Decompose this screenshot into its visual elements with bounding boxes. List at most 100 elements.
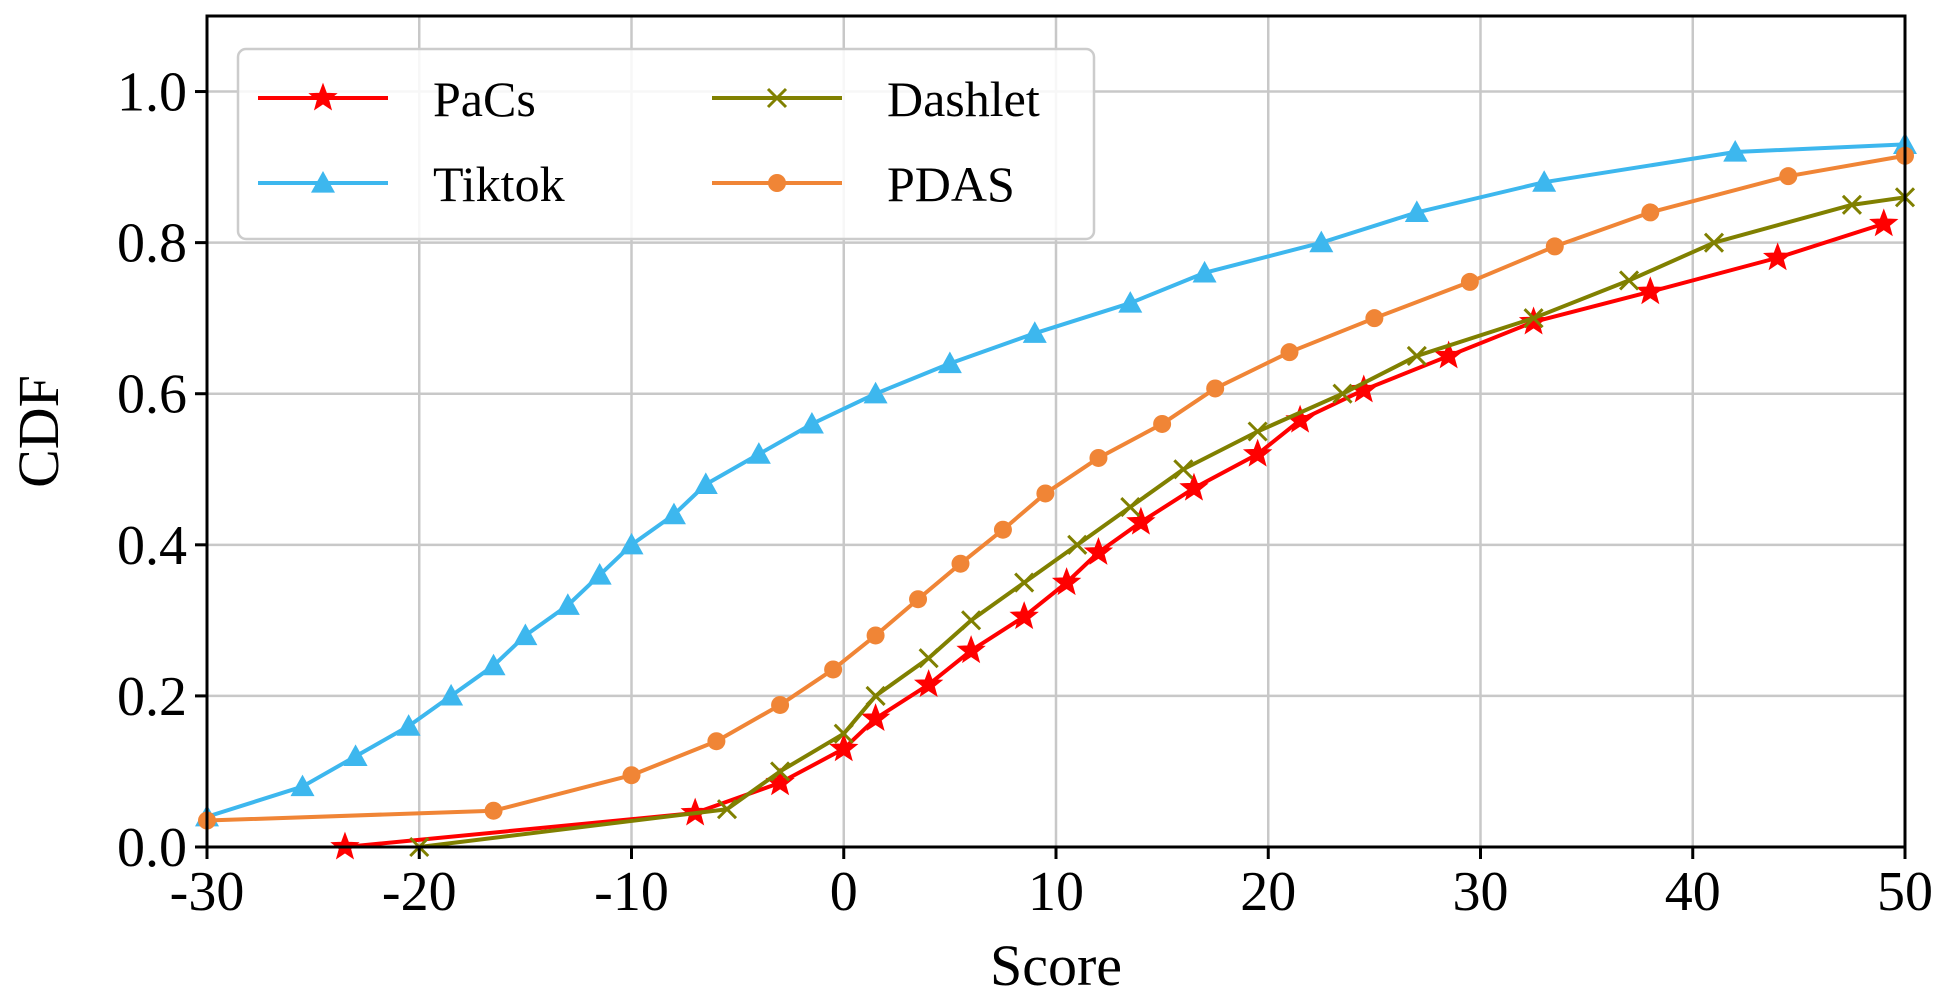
data-point-dashlet	[1014, 572, 1035, 593]
y-tick-label: 0.8	[117, 213, 187, 275]
legend-marker-tiktok	[311, 171, 335, 193]
data-point-pdas	[1779, 167, 1798, 186]
x-tick-label: 50	[1877, 861, 1933, 923]
data-point-tiktok	[290, 774, 315, 797]
legend-marker-pacs	[308, 82, 338, 111]
data-point-dashlet	[1332, 383, 1353, 404]
data-point-pdas	[1365, 309, 1384, 328]
series-line-dashlet	[419, 195, 1906, 849]
data-point-pacs	[1083, 536, 1114, 565]
data-point-pdas	[1545, 237, 1564, 256]
y-axis: 0.0 0.2 0.4 0.6 0.8 1.0	[117, 62, 207, 879]
data-point-dashlet	[1406, 345, 1427, 367]
data-point-tiktok	[1532, 170, 1557, 192]
series-tiktok	[195, 132, 1917, 827]
data-point-pacs	[1762, 242, 1793, 271]
data-point-pdas	[1089, 448, 1108, 467]
legend-marker-dashlet	[766, 87, 788, 109]
data-point-tiktok	[1723, 139, 1748, 162]
data-point-dashlet	[918, 648, 939, 669]
legend-entry-dashlet: Dashlet	[712, 71, 1040, 127]
data-point-dashlet	[770, 761, 791, 782]
data-point-pdas	[1153, 414, 1172, 433]
data-point-tiktok	[619, 532, 644, 555]
y-tick-label: 1.0	[117, 62, 187, 124]
data-point-pacs	[1179, 472, 1209, 501]
data-point-dashlet	[1120, 496, 1141, 518]
data-point-pdas	[622, 766, 641, 785]
legend: PaCs Dashlet Tiktok PDAS	[236, 47, 1096, 241]
data-point-dashlet	[833, 723, 854, 744]
data-point-pacs	[956, 635, 986, 664]
data-point-tiktok	[746, 442, 771, 464]
data-point-pdas	[707, 732, 726, 751]
data-point-dashlet	[1619, 270, 1640, 291]
x-tick-label: -10	[594, 861, 669, 923]
data-point-tiktok	[799, 411, 824, 434]
series-lines	[195, 132, 1917, 860]
data-point-pdas	[909, 590, 928, 609]
data-point-tiktok	[587, 563, 612, 585]
data-point-tiktok	[343, 744, 368, 766]
legend-entry-pacs: PaCs	[258, 71, 536, 127]
data-point-tiktok	[1309, 230, 1334, 253]
data-point-pacs	[1051, 567, 1082, 596]
data-point-tiktok	[1118, 291, 1143, 313]
data-point-tiktok	[1192, 260, 1217, 283]
data-point-pdas	[951, 554, 970, 573]
x-axis: -30 -20 -10 0 10 20 30 40 50	[170, 847, 1933, 923]
x-axis-title: Score	[990, 933, 1122, 998]
legend-label-dashlet: Dashlet	[887, 71, 1040, 127]
data-point-dashlet	[1841, 194, 1863, 215]
data-point-tiktok	[396, 714, 421, 736]
data-point-dashlet	[1173, 459, 1194, 480]
x-tick-label: 20	[1240, 861, 1296, 923]
data-point-dashlet	[716, 799, 738, 820]
data-point-tiktok	[937, 351, 962, 374]
y-tick-label: 0.4	[117, 515, 187, 577]
data-point-pdas	[1460, 272, 1479, 291]
data-point-pdas	[824, 660, 843, 679]
y-axis-title: CDF	[6, 375, 71, 488]
x-tick-label: 10	[1028, 861, 1084, 923]
data-point-pacs	[829, 733, 859, 762]
legend-marker-pdas	[768, 174, 786, 192]
legend-label-tiktok: Tiktok	[433, 156, 565, 212]
legend-label-pdas: PDAS	[887, 156, 1015, 212]
data-point-pdas	[1280, 343, 1299, 362]
data-point-pdas	[866, 626, 885, 645]
series-pdas	[198, 146, 1914, 830]
data-point-pdas	[1206, 379, 1225, 398]
data-point-pdas	[484, 801, 503, 820]
data-point-tiktok	[1404, 200, 1429, 223]
y-tick-label: 0.0	[117, 817, 187, 879]
data-point-tiktok	[661, 502, 686, 525]
data-point-dashlet	[865, 685, 886, 706]
legend-box	[236, 47, 1096, 241]
legend-entry-tiktok: Tiktok	[258, 156, 565, 212]
data-point-pacs	[1126, 506, 1156, 535]
data-point-tiktok	[863, 381, 888, 404]
data-point-tiktok	[439, 683, 464, 706]
data-point-tiktok	[555, 593, 580, 615]
data-point-pdas	[993, 520, 1012, 539]
series-line-pacs	[344, 221, 1885, 849]
data-point-dashlet	[1067, 534, 1088, 555]
data-point-pdas	[1036, 484, 1055, 503]
x-tick-label: -30	[170, 861, 245, 923]
data-point-dashlet	[961, 610, 982, 631]
data-point-dashlet	[1523, 308, 1544, 329]
legend-entry-pdas: PDAS	[712, 156, 1015, 212]
data-point-tiktok	[481, 653, 506, 676]
data-point-pacs	[913, 669, 944, 698]
data-point-pacs	[860, 703, 891, 732]
x-tick-label: 0	[830, 861, 858, 923]
data-point-pacs	[1635, 276, 1665, 305]
data-point-pacs	[1869, 208, 1899, 237]
y-tick-label: 0.2	[117, 666, 187, 728]
data-point-pacs	[1009, 601, 1039, 630]
data-point-pdas	[1641, 203, 1660, 222]
legend-label-pacs: PaCs	[433, 71, 536, 127]
data-point-dashlet	[1703, 232, 1725, 253]
